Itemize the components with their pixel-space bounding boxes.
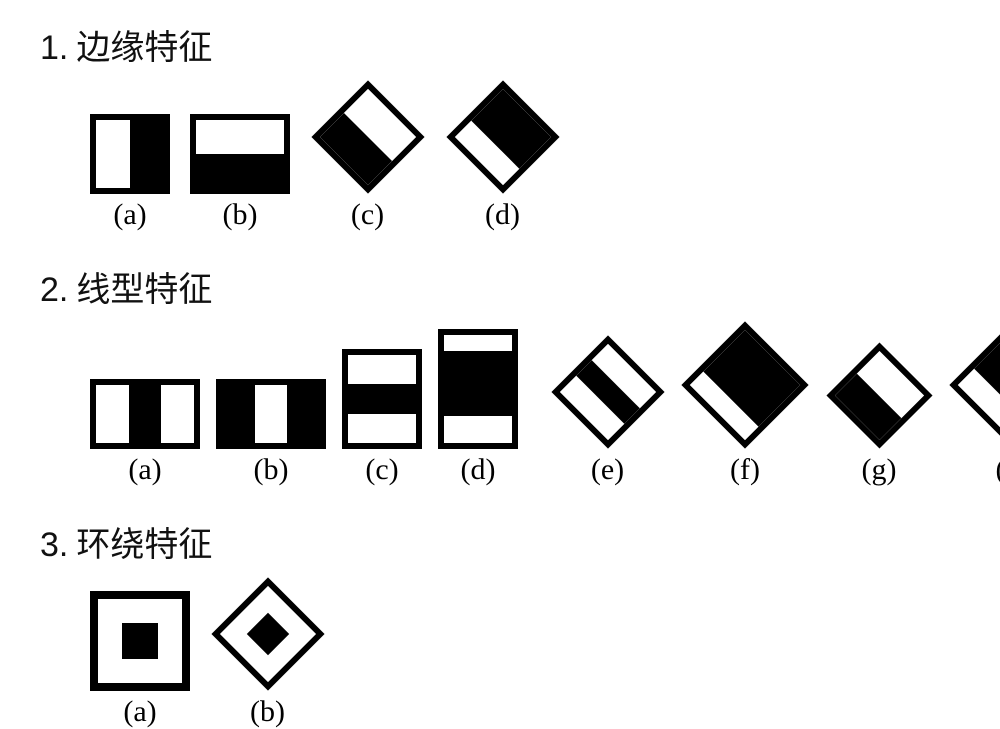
heading-index: 3. — [40, 526, 68, 565]
heading-2: 2. 线型特征 — [40, 262, 960, 311]
line-item-f: (f) — [681, 321, 809, 487]
page: 1. 边缘特征 (a) (b) — [0, 0, 1000, 678]
heading-3: 3. 环绕特征 — [40, 517, 960, 566]
heading-index: 2. — [40, 271, 68, 310]
line-item-b: (b) — [216, 379, 326, 487]
edge-rect-half-horizontal-icon — [190, 114, 290, 194]
heading-1: 1. 边缘特征 — [40, 20, 960, 69]
edge-rect-half-vertical-icon — [90, 114, 170, 194]
edge-diamond-mostly-black-icon — [445, 79, 560, 194]
item-label: (c) — [365, 453, 398, 487]
section-edge-features: 1. 边缘特征 (a) (b) — [40, 20, 960, 232]
item-label: (e) — [591, 453, 624, 487]
section-line-features: 2. 线型特征 (a) (b) — [40, 262, 960, 487]
surround-diamond-icon — [210, 576, 325, 691]
item-label: (g) — [862, 453, 897, 487]
edge-item-b: (b) — [190, 114, 290, 232]
heading-index: 1. — [40, 29, 68, 68]
edge-item-a: (a) — [90, 114, 170, 232]
line-rect-bw-v-icon — [438, 329, 518, 449]
line-item-h: (h) — [949, 321, 1000, 487]
line-rect-wbw-h-icon — [90, 379, 200, 449]
edge-diamond-half-icon — [310, 79, 425, 194]
surround-item-a: (a) — [90, 591, 190, 729]
item-label: (a) — [113, 198, 146, 232]
line-diamond-half-icon — [825, 341, 933, 449]
heading-title: 线型特征 — [76, 262, 212, 311]
item-label: (b) — [254, 453, 289, 487]
row-line: (a) (b) (c) — [40, 321, 960, 487]
line-item-e: (e) — [550, 334, 665, 487]
heading-title: 边缘特征 — [76, 20, 212, 69]
line-item-c: (c) — [342, 349, 422, 487]
row-surround: (a) (b) — [40, 576, 960, 729]
line-item-d: (d) — [438, 329, 518, 487]
item-label: (b) — [250, 695, 285, 729]
line-item-g: (g) — [825, 341, 933, 487]
surround-item-b: (b) — [210, 576, 325, 729]
edge-item-c: (c) — [310, 79, 425, 232]
line-rect-wbw-v-icon — [342, 349, 422, 449]
line-item-a: (a) — [90, 379, 200, 487]
row-edge: (a) (b) (c) — [40, 79, 960, 232]
item-label: (a) — [123, 695, 156, 729]
item-label: (b) — [223, 198, 258, 232]
item-label: (d) — [485, 198, 520, 232]
line-diamond-wbw-icon — [550, 334, 665, 449]
section-surround-features: 3. 环绕特征 (a) (b) — [40, 517, 960, 729]
line-diamond-bw2-icon — [949, 321, 1000, 449]
item-label: (f) — [730, 453, 760, 487]
line-diamond-bw-large-icon — [681, 321, 809, 449]
item-label: (h) — [996, 453, 1000, 487]
surround-square-icon — [90, 591, 190, 691]
edge-item-d: (d) — [445, 79, 560, 232]
item-label: (a) — [128, 453, 161, 487]
heading-title: 环绕特征 — [76, 517, 212, 566]
item-label: (d) — [461, 453, 496, 487]
item-label: (c) — [351, 198, 384, 232]
line-rect-bwb-h-icon — [216, 379, 326, 449]
